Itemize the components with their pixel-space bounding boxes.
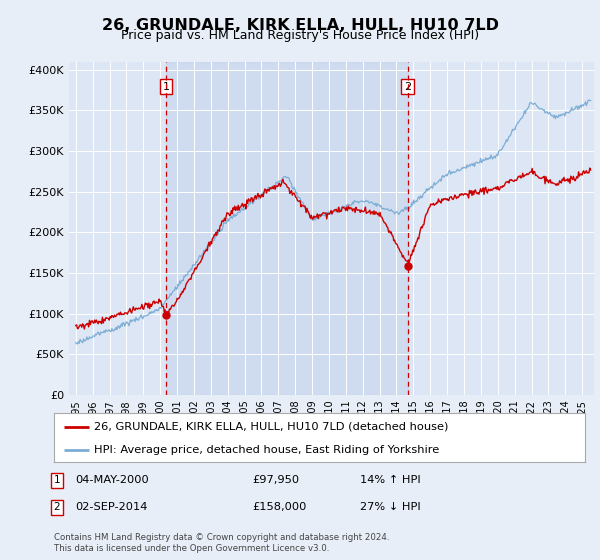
Text: 04-MAY-2000: 04-MAY-2000 bbox=[75, 475, 149, 486]
Text: 1: 1 bbox=[53, 475, 61, 486]
Text: Contains HM Land Registry data © Crown copyright and database right 2024.
This d: Contains HM Land Registry data © Crown c… bbox=[54, 533, 389, 553]
Text: 2: 2 bbox=[404, 82, 412, 92]
Text: 02-SEP-2014: 02-SEP-2014 bbox=[75, 502, 148, 512]
Text: 27% ↓ HPI: 27% ↓ HPI bbox=[360, 502, 421, 512]
Bar bbox=[166, 62, 408, 395]
Text: 2: 2 bbox=[53, 502, 61, 512]
Text: 1: 1 bbox=[163, 82, 170, 92]
Text: £158,000: £158,000 bbox=[252, 502, 307, 512]
Text: 26, GRUNDALE, KIRK ELLA, HULL, HU10 7LD (detached house): 26, GRUNDALE, KIRK ELLA, HULL, HU10 7LD … bbox=[94, 422, 448, 432]
Text: 26, GRUNDALE, KIRK ELLA, HULL, HU10 7LD: 26, GRUNDALE, KIRK ELLA, HULL, HU10 7LD bbox=[101, 18, 499, 33]
Text: HPI: Average price, detached house, East Riding of Yorkshire: HPI: Average price, detached house, East… bbox=[94, 445, 439, 455]
Text: £97,950: £97,950 bbox=[252, 475, 299, 486]
Text: 14% ↑ HPI: 14% ↑ HPI bbox=[360, 475, 421, 486]
Text: Price paid vs. HM Land Registry's House Price Index (HPI): Price paid vs. HM Land Registry's House … bbox=[121, 29, 479, 42]
